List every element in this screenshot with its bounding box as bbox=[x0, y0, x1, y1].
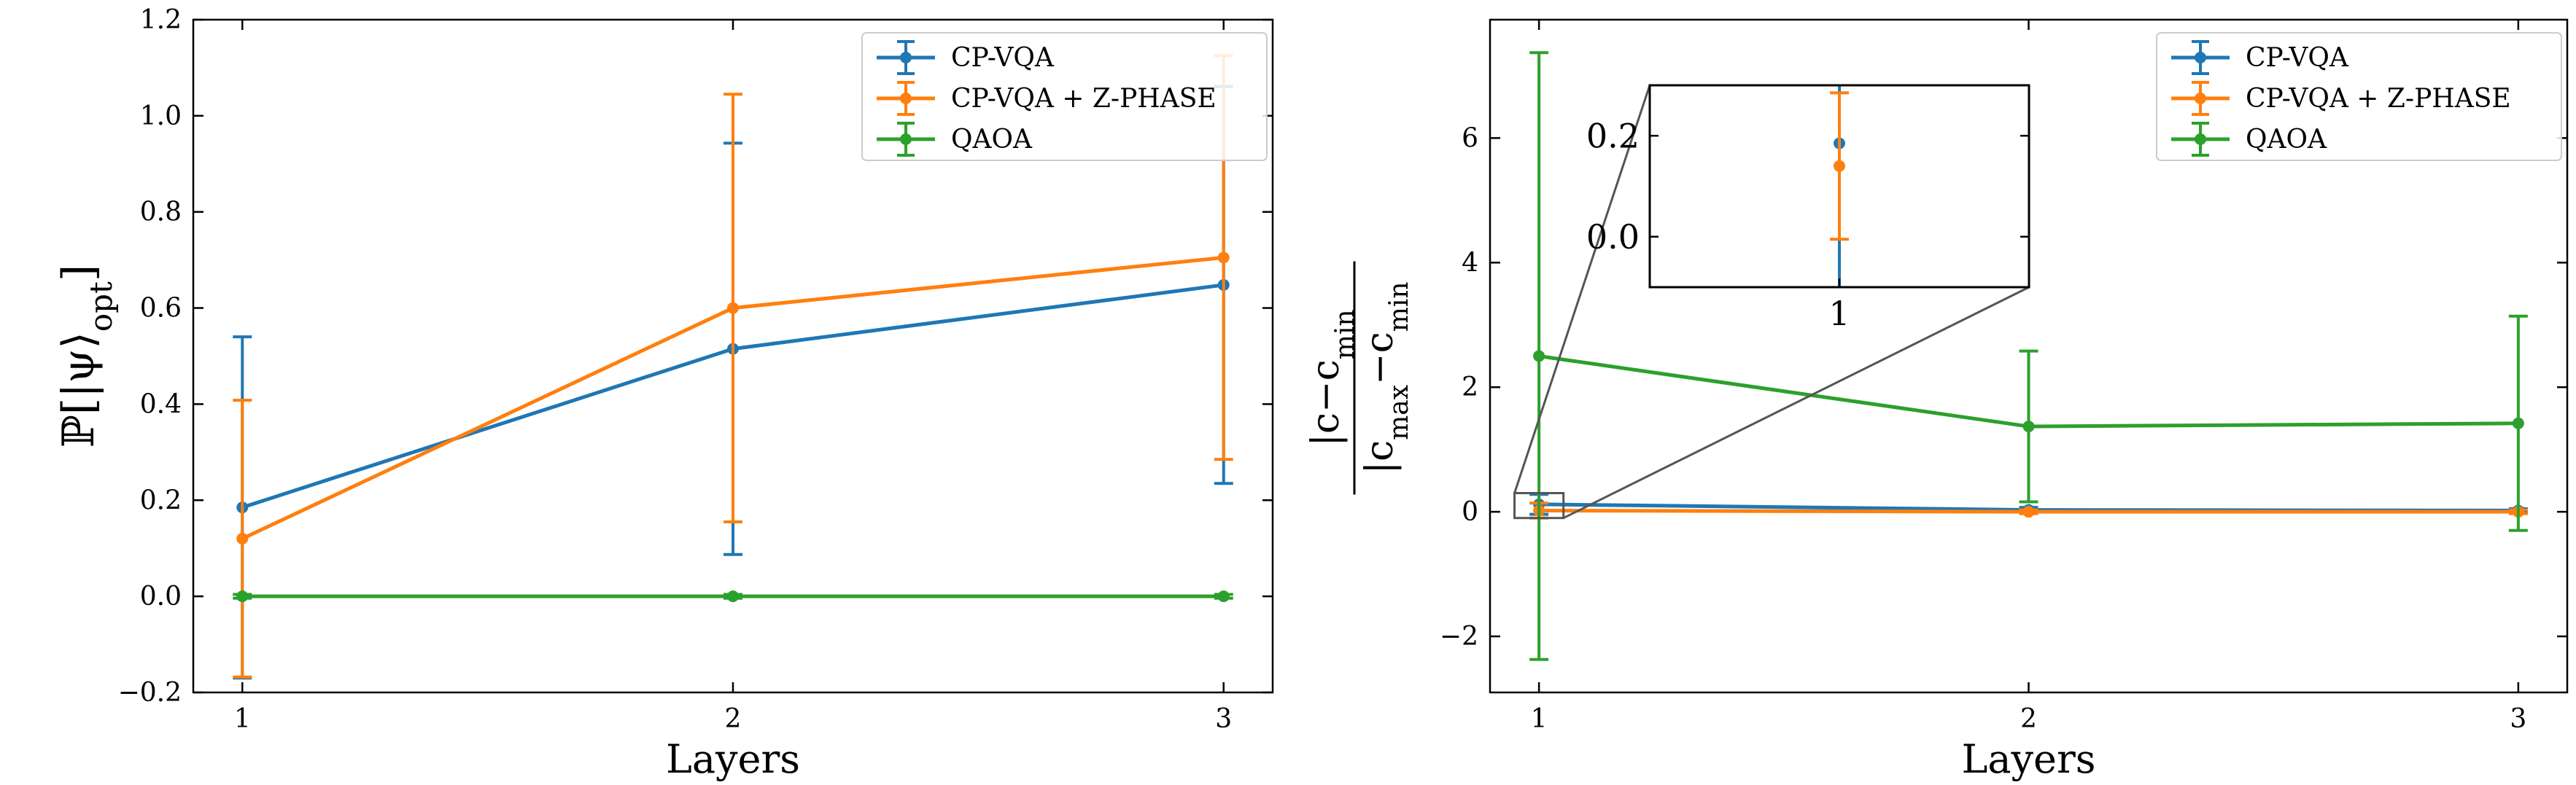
y-label-num-base: |c−c bbox=[1304, 359, 1348, 446]
data-point bbox=[727, 590, 739, 603]
y-axis-label: |c−cmin|cmax−cmin bbox=[1304, 261, 1414, 495]
inset-y-tick-label: 0.0 bbox=[1586, 217, 1640, 257]
zoom-box bbox=[1513, 492, 1565, 520]
x-tick-label: 1 bbox=[234, 704, 251, 734]
series-qaoa bbox=[233, 590, 1233, 603]
y-tick-label: 6 bbox=[1462, 123, 1478, 153]
y-tick-label: 0.6 bbox=[140, 294, 182, 324]
inset-data-point bbox=[1834, 160, 1845, 172]
plot-area bbox=[233, 54, 1233, 680]
y-label-numerator: |c−cmin bbox=[1304, 309, 1360, 446]
y-tick-label: 0 bbox=[1462, 497, 1478, 527]
series-cp-vqa-z-phase bbox=[233, 54, 1233, 679]
panel-probability: 1 2 3−0.20.00.20.40.60.81.01.2CP-VQACP-VQA… bbox=[53, 5, 1274, 782]
y-tick-label: 4 bbox=[1462, 248, 1478, 278]
data-point bbox=[1217, 590, 1230, 603]
inset-x-tick-label: 1 bbox=[1828, 294, 1850, 333]
legend-marker bbox=[900, 52, 912, 63]
series-qaoa bbox=[1529, 51, 2528, 661]
y-label-den-sub1: max bbox=[1384, 385, 1414, 440]
legend-item-cp-vqa-z-phase: CP-VQA + Z-PHASE bbox=[2171, 81, 2511, 116]
data-point bbox=[2512, 417, 2524, 429]
legend-item-qaoa: QAOA bbox=[2171, 122, 2327, 157]
legend-frame bbox=[2156, 32, 2562, 161]
legend-marker bbox=[2195, 93, 2206, 104]
y-tick-label: 0.4 bbox=[140, 389, 182, 419]
x-axis-label: Layers bbox=[1961, 736, 2095, 782]
data-point bbox=[1533, 350, 1545, 362]
legend-item-cp-vqa: CP-VQA bbox=[2171, 40, 2349, 75]
legend-label: QAOA bbox=[2246, 125, 2327, 155]
data-point bbox=[1217, 251, 1230, 264]
plot-area bbox=[1529, 51, 2528, 661]
inset-y-tick-label: 0.2 bbox=[1586, 116, 1640, 155]
y-axis-label: ℙ[|ψ⟩opt] bbox=[53, 265, 119, 448]
data-point bbox=[236, 533, 249, 545]
x-tick-label: 2 bbox=[2020, 704, 2037, 734]
legend: CP-VQA CP-VQA + Z-PHASE QAOA bbox=[861, 32, 1268, 161]
y-axis-label-close: ] bbox=[53, 265, 104, 281]
y-label-den-sub2: min bbox=[1384, 281, 1414, 332]
y-tick-label: 2 bbox=[1462, 372, 1478, 402]
panel-relative-cost: 1 2 3 −2 0 2 4 6 1 0.0 0.2 CP-VQA CP-VQA + Z-PHASE QA… bbox=[1304, 18, 2569, 782]
data-point bbox=[727, 302, 739, 314]
data-point bbox=[236, 590, 249, 603]
x-axis-label: Layers bbox=[666, 736, 800, 782]
legend-item-cp-vqa-z-phase: CP-VQA + Z-PHASE bbox=[877, 81, 1217, 116]
legend-frame bbox=[861, 32, 1268, 161]
zoom-connector-right bbox=[1563, 286, 2030, 520]
x-tick-label: 2 bbox=[725, 704, 742, 734]
legend-label: QAOA bbox=[951, 125, 1033, 155]
legend: CP-VQA CP-VQA + Z-PHASE QAOA bbox=[2156, 32, 2562, 161]
inset: 1 0.0 0.2 bbox=[1586, 84, 2030, 333]
y-tick-label: 0.0 bbox=[140, 582, 182, 612]
x-tick-label: 3 bbox=[1215, 704, 1232, 734]
y-tick-label: −2 bbox=[1440, 622, 1478, 652]
legend-marker bbox=[2195, 133, 2206, 145]
legend-label: CP-VQA bbox=[951, 43, 1055, 73]
zoom-connector-left bbox=[1513, 85, 1651, 493]
inset-series-cp-vqa-z-phase bbox=[1830, 91, 1849, 241]
y-tick-label: 1.0 bbox=[140, 101, 182, 131]
data-point bbox=[2022, 506, 2035, 518]
legend-label: CP-VQA + Z-PHASE bbox=[951, 84, 1217, 114]
y-tick-label: 0.2 bbox=[140, 485, 182, 515]
y-label-den-mid: −c bbox=[1358, 332, 1402, 385]
y-tick-label: 0.8 bbox=[140, 198, 182, 227]
y-tick-label: −0.2 bbox=[118, 678, 182, 708]
legend-marker bbox=[900, 133, 912, 145]
inset-plot-area bbox=[1830, 85, 1849, 287]
y-axis-label-sub: opt bbox=[83, 281, 119, 332]
y-label-denominator: |cmax−cmin bbox=[1358, 281, 1414, 474]
legend-item-qaoa: QAOA bbox=[877, 122, 1033, 157]
legend-marker bbox=[900, 93, 912, 104]
legend-marker bbox=[2195, 52, 2206, 63]
y-axis-label-base: ℙ[|ψ⟩ bbox=[53, 332, 104, 448]
data-point bbox=[2022, 421, 2035, 433]
legend-item-cp-vqa: CP-VQA bbox=[877, 40, 1055, 75]
y-label-den-base: |c bbox=[1358, 440, 1402, 474]
legend-label: CP-VQA bbox=[2246, 43, 2349, 73]
x-tick-label: 3 bbox=[2510, 704, 2526, 734]
x-tick-label: 1 bbox=[1531, 704, 1548, 734]
y-tick-label: 1.2 bbox=[140, 5, 182, 35]
legend-label: CP-VQA + Z-PHASE bbox=[2246, 84, 2511, 114]
